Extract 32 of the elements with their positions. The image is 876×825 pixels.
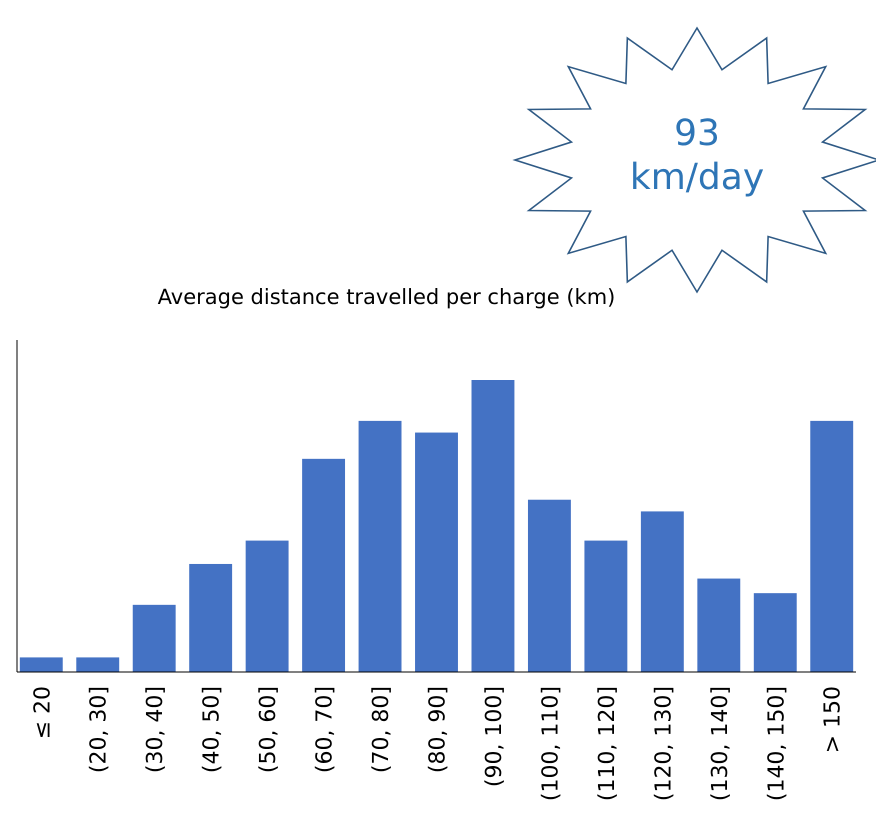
x-tick-label: > 150 — [820, 686, 846, 754]
bar — [472, 380, 514, 672]
x-tick-label: (130, 140] — [708, 686, 733, 802]
bar — [189, 564, 232, 672]
x-tick-label: (20, 30] — [86, 686, 112, 774]
bar — [246, 540, 289, 672]
bar — [528, 500, 571, 672]
x-tick-label: (90, 100] — [482, 686, 507, 788]
bar — [697, 578, 740, 672]
bar — [810, 420, 854, 672]
x-tick-label: (70, 80] — [369, 686, 394, 774]
bar — [415, 432, 458, 672]
x-tick-label: ≤ 20 — [30, 686, 56, 740]
bar — [302, 458, 346, 672]
x-tick-label: (30, 40] — [143, 686, 168, 774]
bar — [358, 420, 402, 672]
bar — [20, 657, 63, 672]
x-tick-label: (50, 60] — [256, 686, 282, 774]
x-tick-label: (40, 50] — [200, 686, 225, 774]
x-tick-label: (140, 150] — [764, 686, 790, 802]
bar — [76, 657, 120, 672]
bar — [640, 511, 684, 672]
bar — [584, 540, 628, 672]
x-tick-label: (100, 110] — [538, 686, 564, 802]
chart-title: Average distance travelled per charge (km) — [158, 285, 616, 309]
x-tick-label: (80, 90] — [426, 686, 450, 774]
text: 93 km/day — [630, 113, 764, 198]
bar — [754, 593, 797, 672]
bar — [132, 604, 176, 672]
x-tick-label: (60, 70] — [312, 686, 338, 774]
x-tick-label: (110, 120] — [594, 686, 620, 802]
x-tick-label: (120, 130] — [651, 686, 676, 802]
